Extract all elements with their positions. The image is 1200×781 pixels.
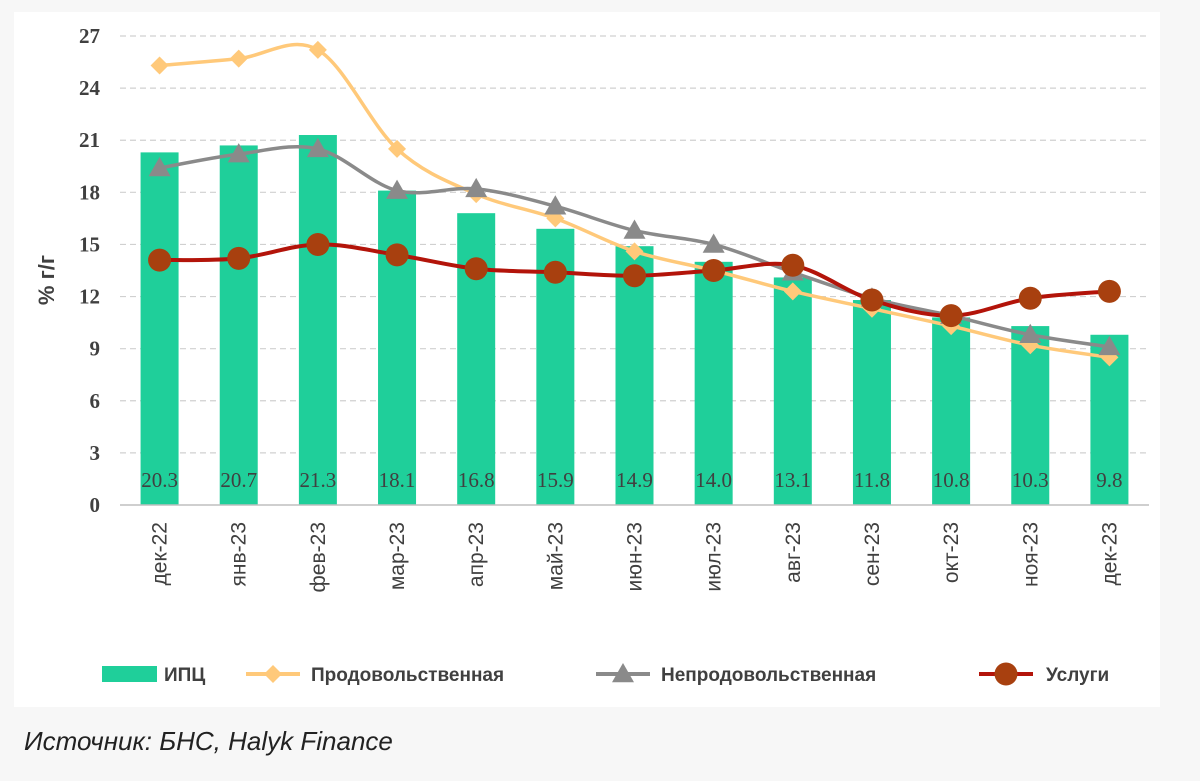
x-tick-label: июл-23 xyxy=(703,522,726,592)
bar-ipc xyxy=(615,246,654,505)
x-tick-label: июн-23 xyxy=(624,522,647,591)
bar-ipc xyxy=(852,300,891,505)
x-tick-label: авг-23 xyxy=(782,522,805,583)
point-services xyxy=(464,257,488,281)
y-tick-label: 9 xyxy=(90,337,101,361)
point-services xyxy=(148,248,172,272)
point-nonfood xyxy=(1019,323,1042,344)
point-food xyxy=(388,139,407,158)
legend-item-services: Услуги xyxy=(979,662,1109,686)
point-food xyxy=(150,56,169,75)
chart-svg: 20.3 20.7 21.3 18.1 16.8 15.9 14.9 14.0 13.1 11.8… xyxy=(34,24,1149,686)
bar-ipc xyxy=(298,135,337,505)
point-services xyxy=(543,260,567,284)
legend-label: Услуги xyxy=(1046,665,1109,686)
bar-data-label: 18.1 xyxy=(379,468,416,492)
bar-ipc xyxy=(694,261,733,505)
bar-ipc xyxy=(219,145,258,505)
y-tick-label: 3 xyxy=(90,441,101,465)
lines xyxy=(148,40,1121,367)
bar-ipc xyxy=(1011,326,1050,505)
bar-ipc xyxy=(773,277,812,505)
point-services xyxy=(860,288,884,312)
bar-data-label: 14.0 xyxy=(695,468,732,492)
bar-ipc xyxy=(457,213,496,505)
bar-ipc xyxy=(378,190,417,505)
x-tick-label: дек-23 xyxy=(1098,522,1121,585)
bar-data-label: 10.3 xyxy=(1012,468,1049,492)
point-food xyxy=(308,40,327,59)
y-tick-label: 18 xyxy=(79,180,100,204)
x-tick-label: май-23 xyxy=(544,522,567,590)
chart-card: 20.3 20.7 21.3 18.1 16.8 15.9 14.9 14.0 13.1 11.8… xyxy=(14,12,1160,707)
point-nonfood xyxy=(148,157,171,177)
data-labels: 20.3 20.7 21.3 18.1 16.8 15.9 14.9 14.0 13.1 11.8… xyxy=(141,468,1122,492)
y-tick-label: 0 xyxy=(90,493,101,517)
y-tick-label: 21 xyxy=(79,128,100,152)
point-nonfood xyxy=(306,137,329,158)
x-tick-label: окт-23 xyxy=(940,522,963,583)
point-food xyxy=(625,242,644,261)
point-nonfood xyxy=(227,143,250,163)
legend: ИПЦ Продовольственная Непродовольственная У… xyxy=(102,662,1109,686)
series-services xyxy=(148,232,1121,328)
x-tick-label: фев-23 xyxy=(307,522,330,592)
bar-data-label: 11.8 xyxy=(854,468,890,492)
legend-marker xyxy=(994,662,1018,686)
bar-data-label: 9.8 xyxy=(1096,468,1122,492)
point-services xyxy=(702,259,726,282)
y-tick-label: 27 xyxy=(79,24,100,48)
bar-data-label: 20.3 xyxy=(141,468,178,492)
point-nonfood xyxy=(544,195,567,215)
y-axis-title: % г/г xyxy=(34,255,59,305)
legend-label: ИПЦ xyxy=(164,665,205,686)
x-tick-label: дек-22 xyxy=(149,522,172,585)
source-note: Источник: БНС, Halyk Finance xyxy=(24,726,393,756)
legend-item-nonfood: Непродовольственная xyxy=(596,663,876,686)
axes: 0 3 6 9 12 15 18 21 24 27 дек-22 янв-23 фев-23 мар-23… xyxy=(79,24,1149,592)
point-services xyxy=(939,304,963,328)
bar-ipc xyxy=(140,152,179,506)
y-tick-label: 24 xyxy=(79,76,101,100)
legend-label: Продовольственная xyxy=(311,665,504,686)
point-nonfood xyxy=(386,179,409,199)
legend-swatch xyxy=(102,666,157,682)
bar-data-label: 16.8 xyxy=(458,468,495,492)
point-food xyxy=(229,49,248,68)
point-services xyxy=(1097,279,1121,303)
bar-data-label: 21.3 xyxy=(300,468,337,492)
point-services xyxy=(306,232,330,256)
legend-label: Непродовольственная xyxy=(661,665,876,686)
point-services xyxy=(1018,286,1042,310)
bar-data-label: 14.9 xyxy=(616,468,653,492)
y-tick-label: 15 xyxy=(79,232,100,256)
point-services xyxy=(385,243,409,267)
point-nonfood xyxy=(1098,335,1121,356)
legend-item-ipc: ИПЦ xyxy=(102,665,205,686)
point-services xyxy=(623,264,646,288)
bars xyxy=(140,135,1129,506)
legend-item-food: Продовольственная xyxy=(246,665,504,686)
bar-data-label: 20.7 xyxy=(220,468,257,492)
y-tick-label: 12 xyxy=(79,285,100,309)
point-nonfood xyxy=(465,177,488,198)
point-services xyxy=(781,253,805,277)
legend-marker xyxy=(612,663,634,683)
legend-marker xyxy=(264,665,282,683)
bar-ipc xyxy=(932,317,971,505)
point-food xyxy=(783,282,802,301)
x-tick-label: янв-23 xyxy=(228,522,251,586)
x-tick-label: ноя-23 xyxy=(1019,522,1042,587)
point-nonfood xyxy=(702,233,725,253)
x-tick-label: апр-23 xyxy=(465,522,488,587)
y-tick-label: 6 xyxy=(90,389,101,413)
x-tick-label: мар-23 xyxy=(386,522,409,590)
bar-data-label: 13.1 xyxy=(774,468,811,492)
bar-data-label: 10.8 xyxy=(933,468,970,492)
point-nonfood xyxy=(623,219,646,239)
bar-data-label: 15.9 xyxy=(537,468,574,492)
x-tick-label: сен-23 xyxy=(861,522,884,586)
point-services xyxy=(227,246,251,270)
